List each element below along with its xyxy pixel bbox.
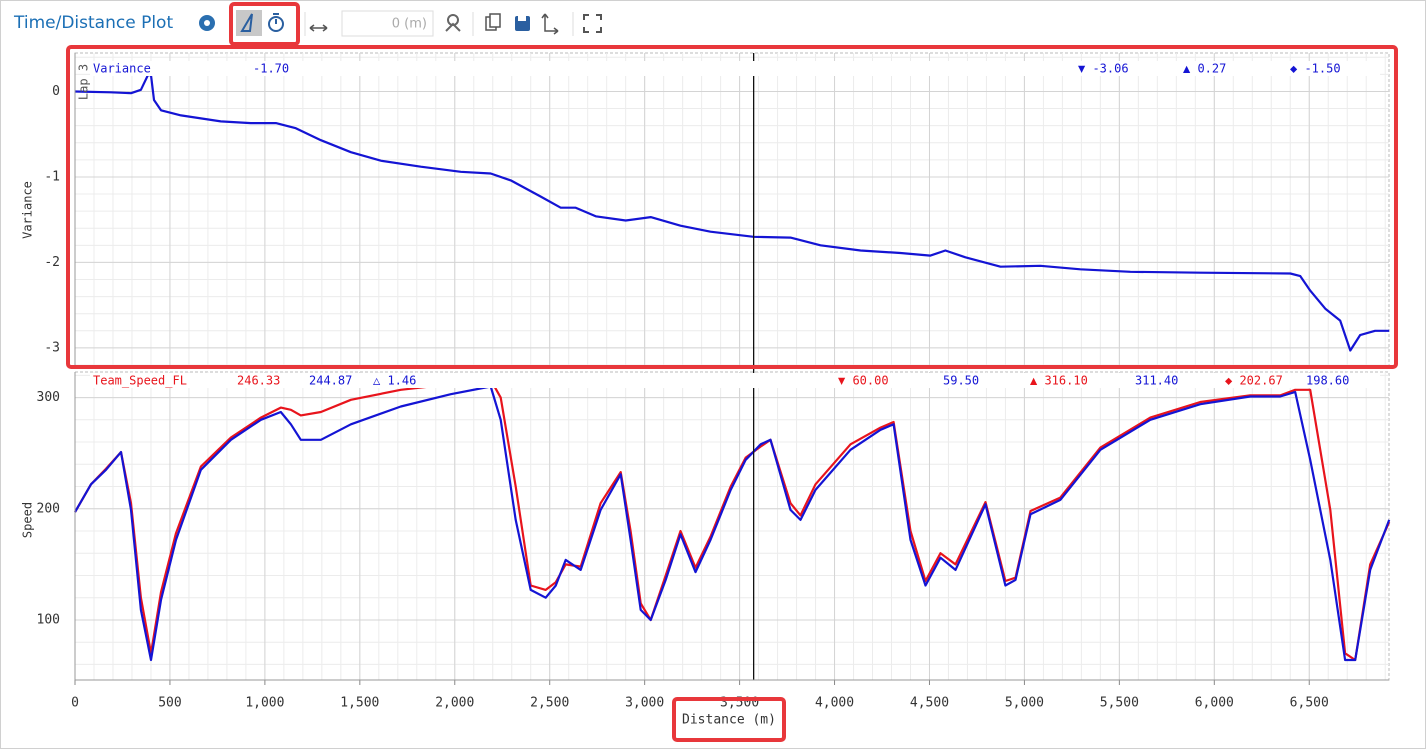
legend-entry: Team_Speed_FL	[93, 374, 187, 388]
reference-button[interactable]	[445, 14, 461, 32]
readout-max: 311.40	[1135, 374, 1178, 388]
toolbar-title: Time/Distance Plot	[13, 13, 173, 33]
settings-button[interactable]	[199, 15, 215, 31]
readout-min: 59.50	[943, 374, 979, 388]
highlight-box	[672, 697, 786, 742]
x-tick-label: 2,500	[530, 696, 569, 711]
distance-input[interactable]	[341, 10, 434, 37]
series-line	[74, 74, 1390, 352]
range-icon	[309, 24, 328, 32]
x-tick-label: 500	[158, 696, 181, 711]
highlight-box	[66, 45, 1398, 369]
plot-area	[74, 52, 1390, 366]
readout-avg: ◆ -1.50	[1290, 62, 1341, 76]
x-tick-label: 6,000	[1195, 696, 1234, 711]
x-tick-label: 3,000	[625, 696, 664, 711]
y-tick-label: 100	[37, 612, 60, 627]
time-button[interactable]	[268, 13, 284, 32]
readout-bg	[90, 61, 1380, 76]
x-tick-label: 1,500	[340, 696, 379, 711]
series-line	[74, 385, 1391, 662]
y-tick-label: 300	[37, 390, 60, 405]
x-tick-label: 4,000	[815, 696, 854, 711]
readout-value: -1.70	[253, 62, 289, 76]
readout-value: 244.87	[309, 374, 352, 388]
y-axis-label: Variance	[21, 181, 35, 239]
y-tick-label: 200	[37, 501, 60, 516]
series-line	[74, 378, 1391, 662]
x-tick-label: 5,000	[1005, 696, 1044, 711]
distance-input-text: 0 (m)	[392, 17, 427, 32]
highlight-box	[229, 2, 300, 46]
readout-min: ▼ 60.00	[838, 374, 889, 388]
x-tick-label: 5,500	[1100, 696, 1139, 711]
readout-avg: ◆ 202.67	[1225, 374, 1283, 388]
x-tick-label: 2,000	[435, 696, 474, 711]
y-tick-label: -2	[44, 255, 60, 270]
x-tick-label: 0	[71, 696, 79, 711]
delta-icon	[240, 13, 253, 32]
readout-min: ▼ -3.06	[1078, 62, 1129, 76]
plot-area	[74, 371, 1390, 681]
y-tick-label: -1	[44, 169, 60, 184]
x-tick-label: 1,000	[245, 696, 284, 711]
readout-max: ▲ 316.10	[1030, 374, 1088, 388]
x-tick-label: 6,500	[1290, 696, 1329, 711]
plots: 0 -1 -2 -3 100 200 300 0 500 1,000 1,500 2,000 2,500…	[37, 52, 1391, 711]
readout-delta: △ 1.46	[373, 374, 416, 388]
x-tick-label: 4,500	[910, 696, 949, 711]
x-axis-label: Distance (m)	[682, 713, 776, 728]
y-tick-label: 0	[52, 84, 60, 99]
readout-value: 246.33	[237, 374, 280, 388]
copy-button[interactable]	[485, 13, 501, 31]
y-axis-label: Speed	[21, 502, 35, 538]
fullscreen-button[interactable]	[583, 14, 602, 33]
save-button[interactable]	[515, 16, 530, 31]
delta-button[interactable]	[236, 10, 262, 36]
readout-max: ▲ 0.27	[1183, 62, 1226, 76]
readout-bg	[90, 373, 1380, 388]
axes-button[interactable]	[541, 13, 559, 35]
y-tick-label: -3	[44, 340, 60, 355]
lap-label: Lap 3	[77, 64, 91, 100]
readout-avg: 198.60	[1306, 374, 1349, 388]
legend-entry: Variance	[93, 62, 151, 76]
